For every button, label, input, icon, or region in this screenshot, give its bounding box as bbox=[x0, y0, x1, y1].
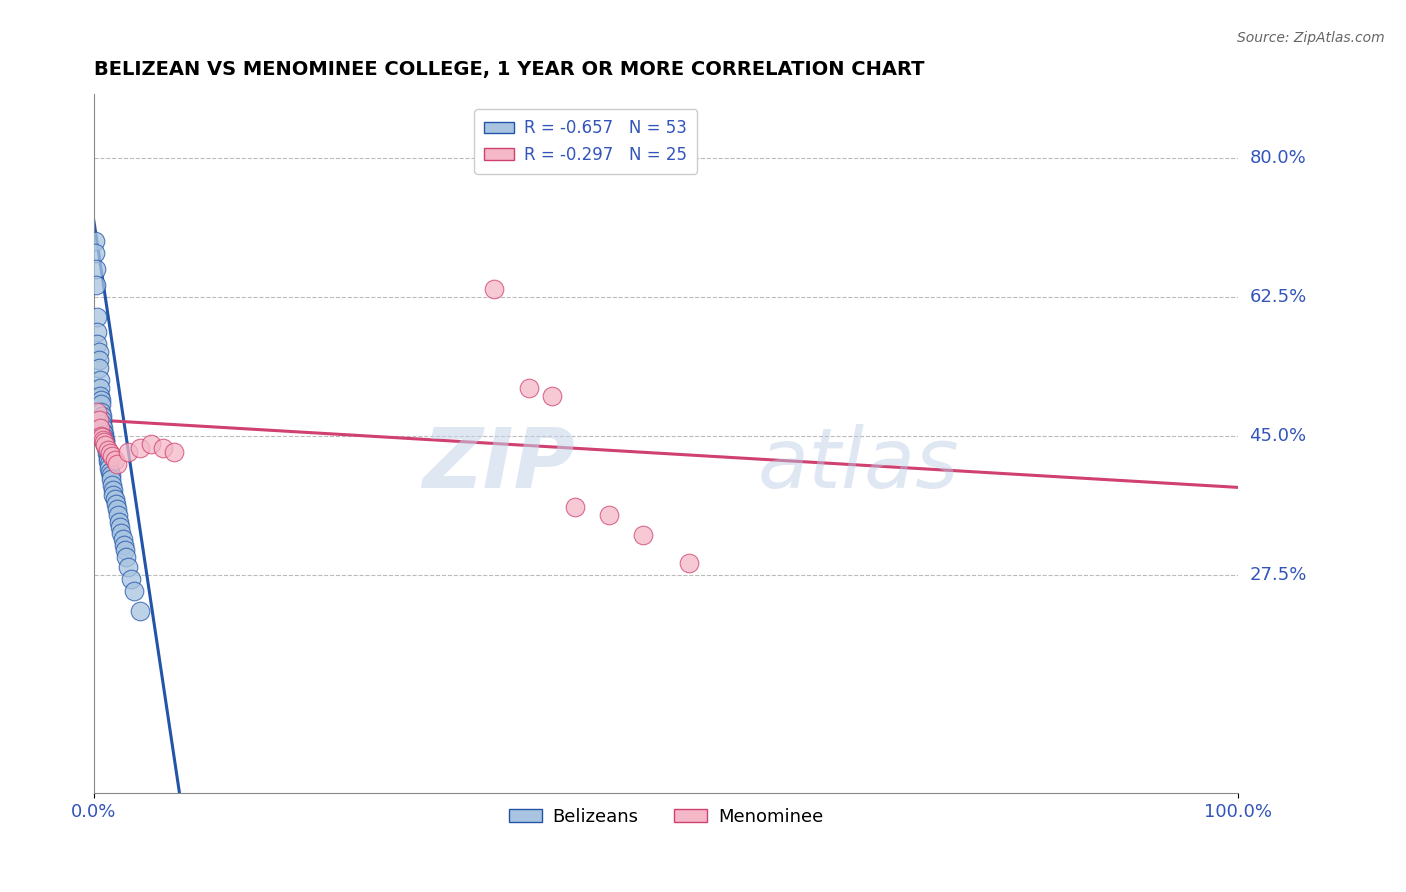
Text: 62.5%: 62.5% bbox=[1250, 288, 1306, 306]
Point bbox=[107, 508, 129, 523]
Point bbox=[90, 405, 112, 419]
Point bbox=[517, 381, 540, 395]
Point bbox=[104, 497, 127, 511]
Point bbox=[105, 501, 128, 516]
Point bbox=[89, 421, 111, 435]
Point bbox=[103, 492, 125, 507]
Point bbox=[89, 389, 111, 403]
Point bbox=[117, 560, 139, 574]
Point bbox=[101, 478, 124, 492]
Point bbox=[98, 446, 121, 460]
Point bbox=[93, 430, 115, 444]
Point bbox=[100, 473, 122, 487]
Text: Source: ZipAtlas.com: Source: ZipAtlas.com bbox=[1237, 31, 1385, 45]
Point bbox=[87, 413, 110, 427]
Text: atlas: atlas bbox=[758, 425, 959, 505]
Point bbox=[89, 373, 111, 387]
Legend: Belizeans, Menominee: Belizeans, Menominee bbox=[502, 801, 831, 833]
Point bbox=[120, 572, 142, 586]
Point bbox=[91, 433, 114, 447]
Point bbox=[84, 277, 107, 292]
Point bbox=[94, 435, 117, 450]
Text: 45.0%: 45.0% bbox=[1250, 426, 1306, 445]
Point bbox=[91, 430, 114, 444]
Point bbox=[598, 508, 620, 523]
Point bbox=[89, 381, 111, 395]
Point bbox=[84, 246, 107, 260]
Point bbox=[112, 538, 135, 552]
Point bbox=[94, 433, 117, 447]
Point bbox=[105, 457, 128, 471]
Point bbox=[84, 234, 107, 248]
Point bbox=[87, 361, 110, 376]
Point bbox=[86, 326, 108, 340]
Point bbox=[108, 515, 131, 529]
Point bbox=[86, 337, 108, 351]
Point bbox=[98, 465, 121, 479]
Point bbox=[484, 282, 506, 296]
Point bbox=[163, 444, 186, 458]
Point bbox=[97, 460, 120, 475]
Point bbox=[117, 444, 139, 458]
Point bbox=[678, 556, 700, 570]
Point bbox=[128, 604, 150, 618]
Point bbox=[103, 487, 125, 501]
Point bbox=[564, 500, 586, 515]
Point bbox=[115, 549, 138, 564]
Point bbox=[93, 435, 115, 450]
Text: ZIP: ZIP bbox=[422, 425, 575, 505]
Point bbox=[114, 543, 136, 558]
Point bbox=[94, 438, 117, 452]
Point bbox=[91, 417, 114, 431]
Point bbox=[122, 583, 145, 598]
Text: BELIZEAN VS MENOMINEE COLLEGE, 1 YEAR OR MORE CORRELATION CHART: BELIZEAN VS MENOMINEE COLLEGE, 1 YEAR OR… bbox=[94, 60, 924, 78]
Point bbox=[90, 392, 112, 407]
Point bbox=[94, 438, 117, 452]
Point bbox=[128, 441, 150, 455]
Text: 27.5%: 27.5% bbox=[1250, 566, 1306, 584]
Point bbox=[93, 427, 115, 442]
Point bbox=[91, 409, 114, 423]
Text: 80.0%: 80.0% bbox=[1250, 149, 1306, 167]
Point bbox=[87, 353, 110, 368]
Point bbox=[90, 397, 112, 411]
Point bbox=[110, 520, 132, 534]
Point bbox=[540, 389, 562, 403]
Point bbox=[91, 421, 114, 435]
Point bbox=[96, 446, 118, 460]
Point bbox=[97, 454, 120, 468]
Point bbox=[97, 457, 120, 471]
Point bbox=[86, 310, 108, 324]
Point bbox=[101, 449, 124, 463]
Point bbox=[87, 345, 110, 359]
Point bbox=[96, 443, 118, 458]
Point bbox=[110, 525, 132, 540]
Point bbox=[100, 468, 122, 483]
Point bbox=[97, 450, 120, 465]
Point bbox=[139, 436, 162, 450]
Point bbox=[84, 261, 107, 276]
Point bbox=[631, 528, 654, 542]
Point bbox=[103, 452, 125, 467]
Point bbox=[103, 483, 125, 497]
Point bbox=[91, 413, 114, 427]
Point bbox=[86, 405, 108, 419]
Point bbox=[97, 443, 120, 458]
Point bbox=[90, 429, 112, 443]
Point bbox=[152, 441, 174, 455]
Point bbox=[91, 425, 114, 439]
Point bbox=[111, 532, 134, 546]
